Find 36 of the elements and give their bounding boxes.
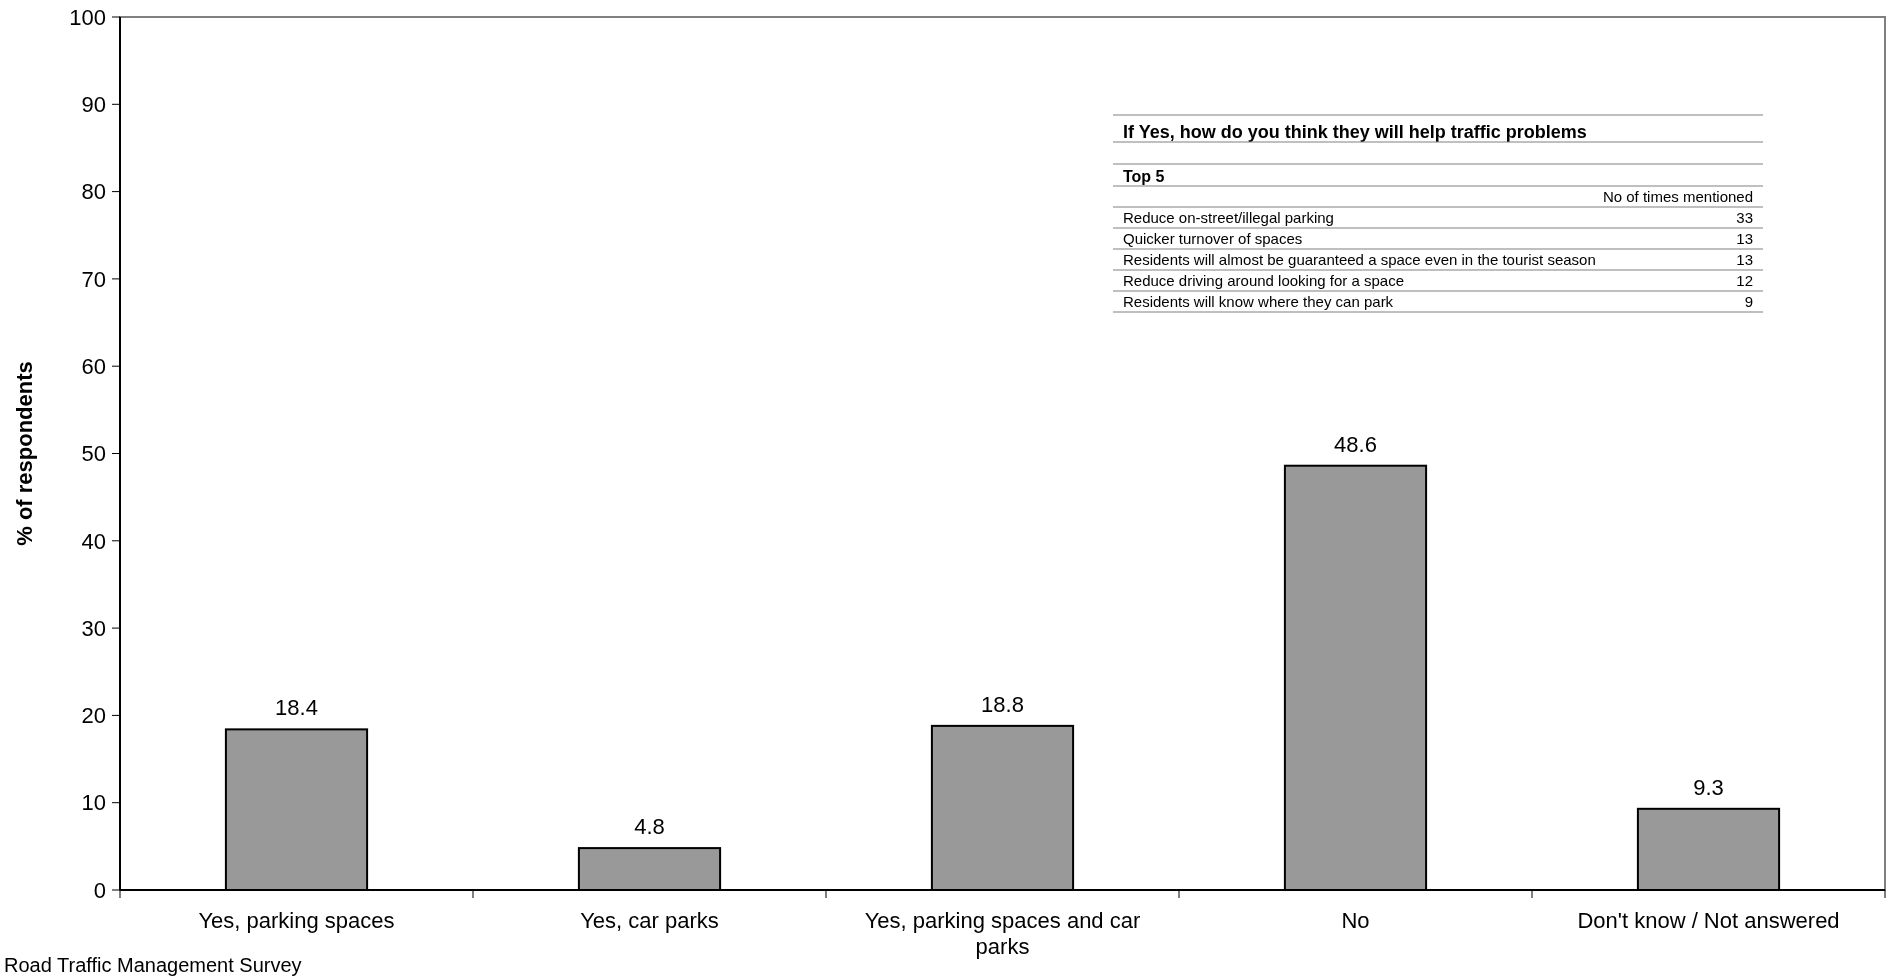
data-label: 12 — [1736, 272, 1753, 289]
category-label: Reduce driving around looking for a space — [1123, 272, 1405, 289]
x-tick-label: Don't know / Not answered — [1577, 908, 1840, 933]
category-label: Residents will almost be guaranteed a space even in the tourist season — [1123, 251, 1596, 268]
y-tick-label: 20 — [81, 703, 106, 729]
data-label: 13 — [1736, 251, 1753, 268]
y-tick-label: 60 — [81, 353, 106, 379]
data-label: 18.8 — [981, 691, 1024, 717]
y-tick-label: 70 — [81, 266, 106, 292]
x-tick-label: Yes, car parks — [580, 908, 719, 933]
data-label: 33 — [1736, 209, 1753, 226]
y-tick-label: 100 — [69, 4, 106, 30]
x-tick-label: No — [1341, 908, 1370, 933]
x-tick-label: Yes, parking spaces — [198, 908, 395, 933]
category-label: Residents will know where they can park — [1123, 293, 1394, 310]
text: Top 5 — [1123, 168, 1165, 185]
y-tick-label: 90 — [81, 92, 106, 117]
y-tick-label: 50 — [81, 441, 106, 467]
y-tick-label: 30 — [81, 615, 106, 641]
category-label: Quicker turnover of spaces — [1123, 230, 1303, 247]
text: If Yes, how do you think they will help traffic problems — [1123, 122, 1587, 142]
x-tick-label: Yes, parking spaces and car parks — [864, 908, 1141, 959]
data-label: 13 — [1736, 230, 1753, 247]
data-label: 9.3 — [1693, 774, 1724, 800]
y-tick-label: 40 — [81, 528, 106, 554]
y-tick-label: 80 — [81, 179, 106, 205]
y-axis-title: % of respondents — [12, 361, 37, 546]
data-label: 9 — [1744, 293, 1753, 310]
data-label: 18.4 — [275, 695, 318, 721]
y-tick-label: 0 — [93, 877, 106, 903]
y-tick-label: 10 — [81, 790, 106, 816]
text: No of times mentioned — [1602, 188, 1753, 205]
data-label: 48.6 — [1334, 431, 1377, 457]
text: Road Traffic Management Survey — [4, 954, 302, 976]
data-label: 4.8 — [634, 814, 665, 840]
category-label: Reduce on-street/illegal parking — [1123, 209, 1334, 226]
